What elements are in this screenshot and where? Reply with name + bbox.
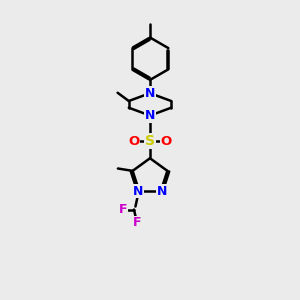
Text: N: N xyxy=(145,87,155,100)
Text: O: O xyxy=(160,135,172,148)
Text: N: N xyxy=(145,109,155,122)
Text: S: S xyxy=(145,134,155,148)
Text: N: N xyxy=(157,185,167,198)
Text: F: F xyxy=(118,203,127,216)
Text: F: F xyxy=(133,216,141,229)
Text: N: N xyxy=(133,185,143,198)
Text: O: O xyxy=(128,135,140,148)
